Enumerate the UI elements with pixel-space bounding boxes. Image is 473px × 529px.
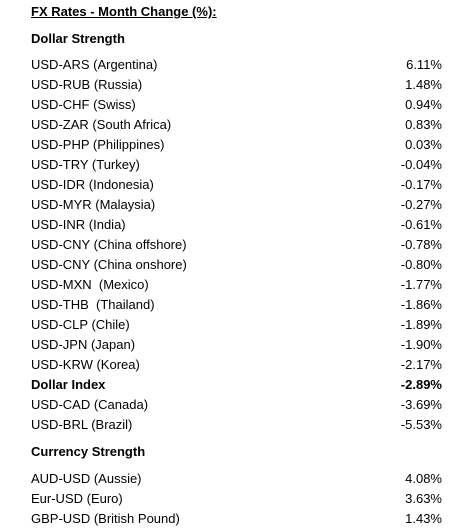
currency-pair-label: USD-CLP (Chile): [31, 317, 130, 332]
page-title: FX Rates - Month Change (%):: [31, 4, 217, 19]
currency-pair-label: USD-THB (Thailand): [31, 297, 155, 312]
change-value: -0.04%: [400, 157, 442, 172]
dollar-index-label: Dollar Index: [31, 377, 106, 392]
change-value: -0.61%: [400, 217, 442, 232]
currency-pair-label: USD-CAD (Canada): [31, 397, 149, 412]
table-row: USD-BRL (Brazil) -5.53%: [31, 415, 442, 435]
table-row: Eur-USD (Euro) 3.63%: [31, 489, 442, 509]
table-row: USD-MYR (Malaysia) -0.27%: [31, 195, 442, 215]
section-header-currency-strength: Currency Strength: [31, 444, 146, 459]
change-value: -1.77%: [400, 277, 442, 292]
change-value: 4.08%: [405, 471, 442, 486]
change-value: 6.11%: [406, 57, 442, 72]
currency-pair-label: USD-CNY (China offshore): [31, 237, 187, 252]
table-row: USD-CNY (China offshore) -0.78%: [31, 235, 442, 255]
change-value: 3.63%: [405, 491, 442, 506]
change-value: -2.89%: [400, 377, 442, 392]
table-row: USD-CAD (Canada) -3.69%: [31, 395, 442, 415]
table-row: USD-MXN (Mexico) -1.77%: [31, 275, 442, 295]
currency-pair-label: USD-TRY (Turkey): [31, 157, 140, 172]
table-row: GBP-USD (British Pound) 1.43%: [31, 509, 442, 529]
currency-pair-label: USD-RUB (Russia): [31, 77, 143, 92]
change-value: 0.94%: [405, 97, 442, 112]
table-row: USD-INR (India) -0.61%: [31, 215, 442, 235]
currency-pair-label: USD-MYR (Malaysia): [31, 197, 156, 212]
currency-pair-label: USD-IDR (Indonesia): [31, 177, 154, 192]
currency-pair-label: USD-KRW (Korea): [31, 357, 140, 372]
currency-strength-table: AUD-USD (Aussie) 4.08% Eur-USD (Euro) 3.63…: [31, 469, 442, 529]
table-row: USD-ARS (Argentina) 6.11%: [31, 55, 442, 75]
currency-pair-label: Eur-USD (Euro): [31, 491, 123, 506]
change-value: 1.48%: [405, 77, 442, 92]
change-value: 1.43%: [405, 511, 442, 526]
currency-pair-label: AUD-USD (Aussie): [31, 471, 142, 486]
currency-pair-label: USD-JPN (Japan): [31, 337, 136, 352]
change-value: -3.69%: [400, 397, 442, 412]
table-row: AUD-USD (Aussie) 4.08%: [31, 469, 442, 489]
change-value: 0.83%: [405, 117, 442, 132]
currency-pair-label: USD-BRL (Brazil): [31, 417, 133, 432]
change-value: -1.86%: [400, 297, 442, 312]
dollar-strength-table: USD-ARS (Argentina) 6.11% USD-RUB (Russia…: [31, 55, 442, 435]
table-row: USD-JPN (Japan) -1.90%: [31, 335, 442, 355]
table-row: USD-TRY (Turkey) -0.04%: [31, 155, 442, 175]
change-value: -0.17%: [400, 177, 442, 192]
table-row: USD-CHF (Swiss) 0.94%: [31, 95, 442, 115]
table-row: USD-CNY (China onshore) -0.80%: [31, 255, 442, 275]
table-row: USD-IDR (Indonesia) -0.17%: [31, 175, 442, 195]
change-value: -0.78%: [400, 237, 442, 252]
table-row: USD-ZAR (South Africa) 0.83%: [31, 115, 442, 135]
currency-pair-label: USD-CHF (Swiss): [31, 97, 136, 112]
table-row: USD-RUB (Russia) 1.48%: [31, 75, 442, 95]
table-row-dollar-index: Dollar Index -2.89%: [31, 375, 442, 395]
currency-pair-label: USD-ZAR (South Africa): [31, 117, 172, 132]
table-row: USD-THB (Thailand) -1.86%: [31, 295, 442, 315]
table-row: USD-KRW (Korea) -2.17%: [31, 355, 442, 375]
table-row: USD-PHP (Philippines) 0.03%: [31, 135, 442, 155]
currency-pair-label: USD-ARS (Argentina): [31, 57, 158, 72]
change-value: 0.03%: [405, 137, 442, 152]
change-value: -1.89%: [400, 317, 442, 332]
change-value: -1.90%: [400, 337, 442, 352]
currency-pair-label: GBP-USD (British Pound): [31, 511, 180, 526]
change-value: -5.53%: [400, 417, 442, 432]
table-row: USD-CLP (Chile) -1.89%: [31, 315, 442, 335]
section-header-dollar-strength: Dollar Strength: [31, 31, 125, 46]
currency-pair-label: USD-MXN (Mexico): [31, 277, 149, 292]
change-value: -0.27%: [400, 197, 442, 212]
currency-pair-label: USD-INR (India): [31, 217, 126, 232]
currency-pair-label: USD-PHP (Philippines): [31, 137, 165, 152]
change-value: -2.17%: [400, 357, 442, 372]
currency-pair-label: USD-CNY (China onshore): [31, 257, 187, 272]
change-value: -0.80%: [400, 257, 442, 272]
